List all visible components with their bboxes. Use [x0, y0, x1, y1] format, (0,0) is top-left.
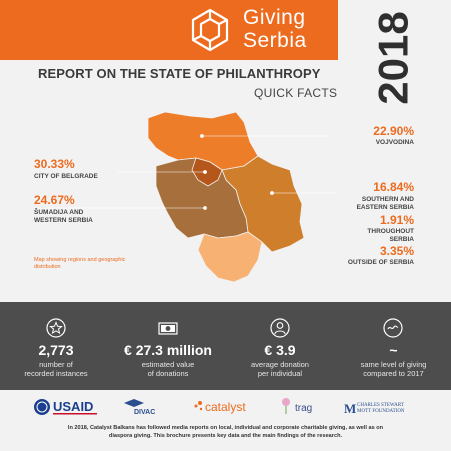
leader-dot-southeast [270, 191, 274, 195]
giving-serbia-logo-icon [191, 8, 229, 52]
stat-value: ~ [389, 342, 398, 358]
stat-desc: estimated value of donations [141, 360, 195, 378]
usaid-logo: USAID [34, 399, 97, 415]
label-sumadija-1: ŠUMADIJA AND [34, 207, 84, 216]
label-throughout-2: SERBIA [389, 236, 414, 243]
stats-band: 2,773 number of recorded instances € 27.3… [0, 302, 451, 390]
label-southeast-2: EASTERN SERBIA [357, 204, 415, 211]
stat-desc: average donation per individual [251, 360, 309, 378]
star-icon [46, 318, 66, 338]
label-southeast-1: SOUTHERN AND [362, 196, 414, 203]
divac-foundation-logo: DIVAC [124, 399, 155, 416]
stat-value: € 27.3 million [124, 342, 212, 358]
leader-dot-belgrade [203, 170, 207, 174]
svg-text:USAID: USAID [53, 399, 93, 414]
pct-belgrade: 30.33% [34, 157, 75, 171]
partner-logos: USAID DIVAC catalyst trag M CHARLES STEW… [34, 398, 405, 416]
map-region-outside [197, 231, 263, 283]
map-note: Map showing regions and geographic distr… [34, 257, 126, 270]
logo-word-giving: Giving [243, 6, 306, 29]
stat-average: € 3.9 average donation per individual [224, 302, 336, 390]
page-title: REPORT ON THE STATE OF PHILANTHROPY [38, 66, 321, 81]
tilde-icon [383, 318, 403, 338]
footer-text: In 2018, Catalyst Balkans has followed m… [20, 425, 431, 440]
leader-dot-sumadija [203, 206, 207, 210]
year-text: 2018 [370, 11, 417, 104]
stat-trend: ~ same level of giving compared to 2017 [336, 302, 451, 390]
banknote-icon [158, 322, 178, 335]
svg-text:trag: trag [295, 403, 312, 414]
stat-desc: number of recorded instances [24, 360, 88, 378]
label-belgrade: CITY OF BELGRADE [34, 173, 98, 180]
stat-value: € 3.9 [264, 342, 296, 358]
pct-throughout: 1.91% [380, 213, 414, 227]
label-throughout-1: THROUGHOUT [367, 228, 414, 235]
stat-instances: 2,773 number of recorded instances [0, 302, 112, 390]
report-year: 2018 [370, 11, 417, 104]
svg-text:MOTT FOUNDATION: MOTT FOUNDATION [357, 409, 405, 414]
catalyst-logo: catalyst [194, 400, 246, 414]
pct-vojvodina: 22.90% [373, 124, 414, 138]
footer-line-2: diaspora giving. This brochure presents … [108, 432, 343, 439]
footer-line-1: In 2018, Catalyst Balkans has followed m… [67, 425, 384, 431]
pct-southeast: 16.84% [373, 180, 414, 194]
label-sumadija-2: WESTERN SERBIA [34, 217, 93, 224]
pct-sumadija: 24.67% [34, 193, 75, 207]
logo-word-serbia: Serbia [243, 29, 307, 52]
label-outside: OUTSIDE OF SERBIA [348, 259, 414, 266]
leader-dot-vojvodina [200, 134, 204, 138]
stat-donations: € 27.3 million estimated value of donatio… [112, 302, 224, 390]
svg-text:M: M [344, 401, 356, 416]
mott-foundation-logo: M CHARLES STEWART MOTT FOUNDATION [344, 401, 405, 416]
stat-desc: same level of giving compared to 2017 [360, 360, 427, 378]
header-band [0, 0, 338, 60]
pct-outside: 3.35% [380, 244, 414, 258]
svg-text:CHARLES STEWART: CHARLES STEWART [357, 403, 404, 408]
map-region-belgrade [191, 157, 223, 187]
page-subtitle: QUICK FACTS [254, 86, 338, 100]
person-icon [270, 318, 290, 338]
trag-logo: trag [282, 398, 312, 414]
svg-text:catalyst: catalyst [205, 400, 246, 414]
serbia-region-map: 22.90% VOJVODINA 30.33% CITY OF BELGRADE… [34, 111, 415, 283]
label-vojvodina: VOJVODINA [376, 139, 415, 146]
stat-value: 2,773 [38, 342, 74, 358]
svg-text:DIVAC: DIVAC [134, 409, 155, 416]
